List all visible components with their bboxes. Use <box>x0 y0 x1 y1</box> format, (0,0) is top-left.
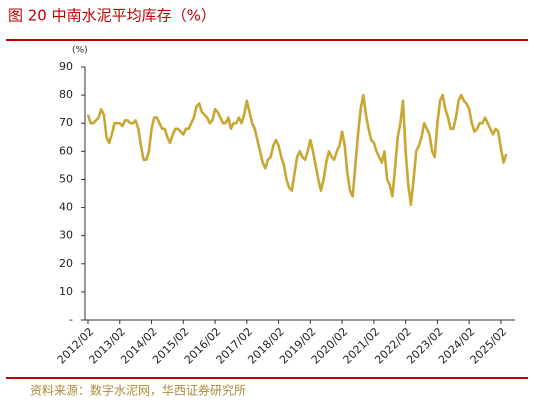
y-tick-label: 50 <box>59 172 73 185</box>
y-tick-label: 60 <box>59 144 73 157</box>
y-tick-label: 30 <box>59 229 73 242</box>
unit-label: (%) <box>72 46 88 56</box>
y-tick-label: 20 <box>59 257 73 270</box>
y-tick-label: 70 <box>59 116 73 129</box>
y-tick-label: 40 <box>59 201 73 214</box>
y-tick-label: 80 <box>59 88 73 101</box>
y-tick-label: - <box>69 313 73 326</box>
y-tick-label: 10 <box>59 285 73 298</box>
data-line <box>86 93 508 207</box>
source: 资料来源：数字水泥网，华西证券研究所 <box>30 383 246 398</box>
chart-title: 图 20 中南水泥平均库存（%） <box>8 7 216 25</box>
y-tick-label: 90 <box>59 60 73 73</box>
